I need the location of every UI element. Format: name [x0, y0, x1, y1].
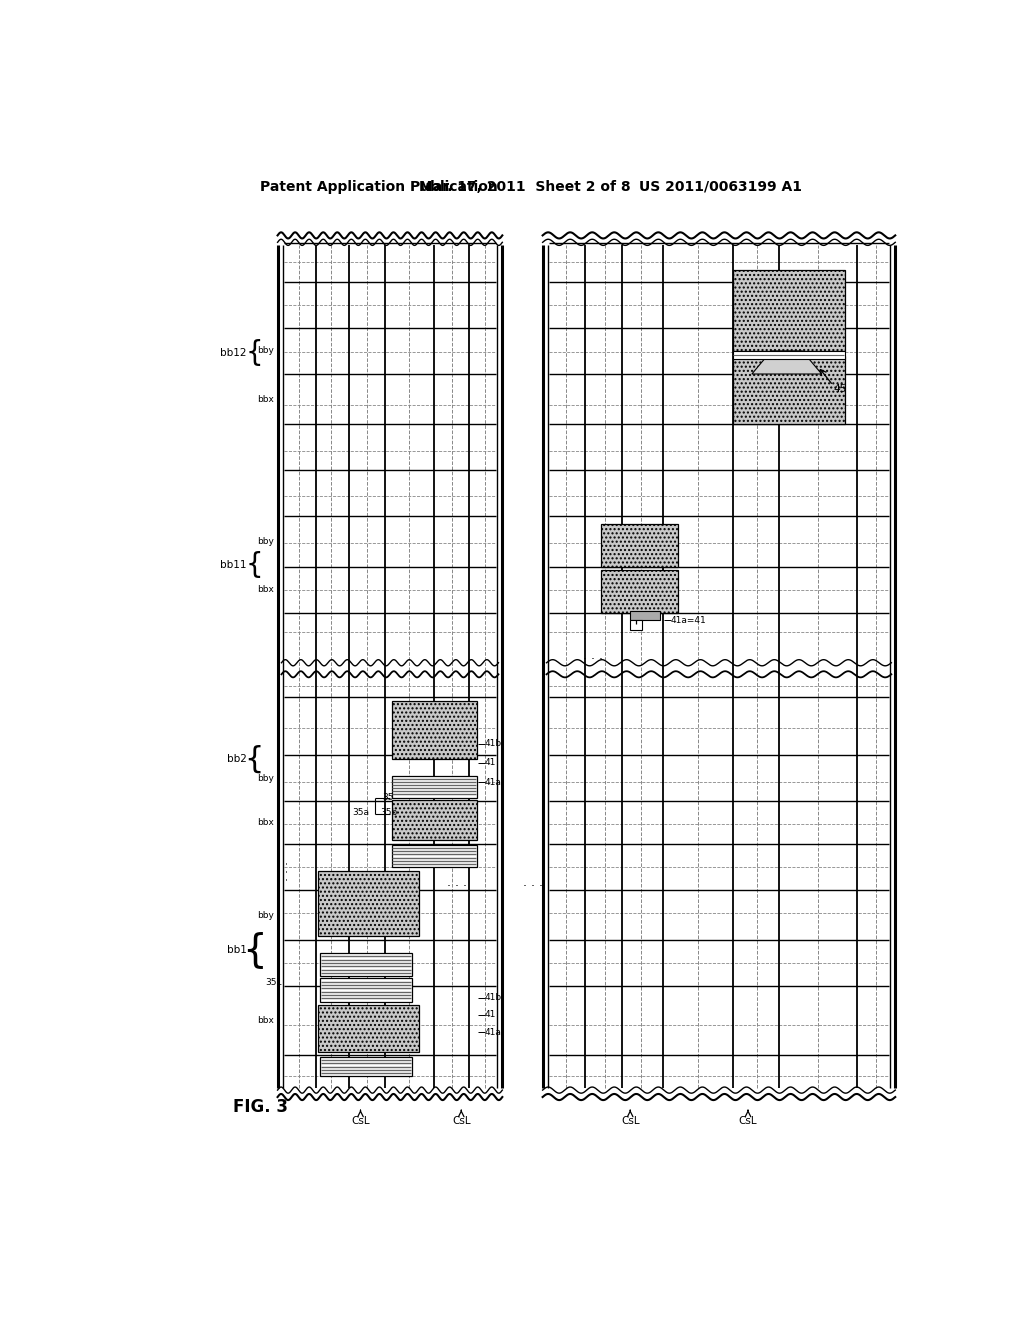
- Bar: [321, 1057, 412, 1076]
- Text: {: {: [245, 744, 264, 774]
- Text: bbx: bbx: [257, 1016, 274, 1026]
- Text: bb2: bb2: [226, 754, 247, 764]
- Text: 35b: 35b: [380, 808, 397, 817]
- Text: Patent Application Publication: Patent Application Publication: [260, 180, 498, 194]
- Text: bby: bby: [257, 537, 274, 546]
- Text: . . .: . . .: [522, 875, 543, 888]
- Bar: [732, 271, 845, 351]
- Text: 41a: 41a: [484, 777, 502, 787]
- Text: . . .: . . .: [278, 861, 291, 880]
- Text: bby: bby: [257, 346, 274, 355]
- Text: CsL: CsL: [351, 1115, 370, 1126]
- Bar: [317, 1006, 419, 1052]
- Text: bbx: bbx: [257, 818, 274, 828]
- Text: 41: 41: [484, 1010, 496, 1019]
- Bar: [630, 611, 659, 620]
- Text: CsL: CsL: [738, 1115, 758, 1126]
- Text: 41a: 41a: [484, 1028, 502, 1036]
- Text: 35: 35: [382, 793, 393, 803]
- Text: {: {: [242, 931, 266, 969]
- Bar: [391, 845, 477, 867]
- Text: bb11: bb11: [220, 560, 247, 570]
- Text: bb1: bb1: [226, 945, 247, 954]
- Bar: [391, 776, 477, 797]
- Text: 35L: 35L: [265, 978, 282, 987]
- Text: 41b: 41b: [484, 739, 502, 748]
- Text: 41a=41: 41a=41: [671, 616, 707, 624]
- Text: . . .: . . .: [447, 875, 467, 888]
- Text: CsL: CsL: [621, 1115, 640, 1126]
- Text: 35a: 35a: [352, 808, 370, 817]
- Bar: [630, 620, 642, 630]
- Text: . . .: . . .: [583, 648, 603, 661]
- Bar: [601, 570, 678, 612]
- Text: Mar. 17, 2011  Sheet 2 of 8: Mar. 17, 2011 Sheet 2 of 8: [419, 180, 631, 194]
- Bar: [732, 356, 845, 424]
- Text: bbx: bbx: [257, 585, 274, 594]
- Text: CsL: CsL: [452, 1115, 471, 1126]
- Bar: [732, 351, 845, 359]
- Bar: [601, 524, 678, 566]
- Text: 41b: 41b: [484, 993, 502, 1002]
- Bar: [321, 953, 412, 977]
- Text: bbx: bbx: [257, 395, 274, 404]
- Text: 41: 41: [484, 759, 496, 767]
- Bar: [391, 701, 477, 759]
- Text: {: {: [246, 339, 263, 367]
- Text: 45: 45: [834, 384, 847, 395]
- Polygon shape: [752, 351, 821, 374]
- Text: bby: bby: [257, 911, 274, 920]
- Bar: [391, 800, 477, 840]
- Bar: [321, 978, 412, 1002]
- Bar: [317, 871, 419, 936]
- Text: US 2011/0063199 A1: US 2011/0063199 A1: [639, 180, 802, 194]
- Text: bby: bby: [257, 774, 274, 783]
- Text: {: {: [246, 550, 263, 579]
- Text: bb12: bb12: [220, 348, 247, 358]
- Text: FIG. 3: FIG. 3: [232, 1098, 288, 1115]
